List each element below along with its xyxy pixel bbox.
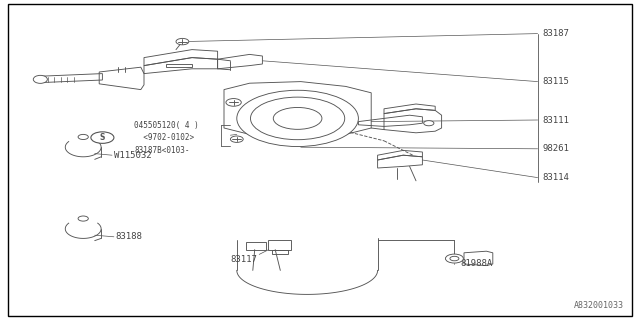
Text: 83114: 83114 — [543, 173, 570, 182]
Text: W115032: W115032 — [114, 151, 152, 160]
Circle shape — [230, 136, 243, 142]
Circle shape — [424, 121, 434, 126]
Ellipse shape — [250, 97, 345, 140]
Text: 045505120( 4 )
  <9702-0102>
83187B<0103-: 045505120( 4 ) <9702-0102> 83187B<0103- — [134, 121, 199, 155]
Text: 83115: 83115 — [543, 77, 570, 86]
Ellipse shape — [33, 76, 47, 84]
Circle shape — [445, 254, 463, 263]
Ellipse shape — [273, 108, 322, 129]
Circle shape — [78, 134, 88, 140]
Text: S: S — [100, 133, 105, 142]
Circle shape — [78, 216, 88, 221]
Ellipse shape — [237, 90, 358, 147]
Circle shape — [226, 99, 241, 106]
Circle shape — [91, 132, 114, 143]
Text: 83187: 83187 — [543, 29, 570, 38]
Text: 83111: 83111 — [543, 116, 570, 124]
Text: A832001033: A832001033 — [574, 301, 624, 310]
Circle shape — [176, 38, 189, 45]
Text: 83188: 83188 — [116, 232, 143, 241]
Text: 98261: 98261 — [543, 144, 570, 153]
Text: 81988A: 81988A — [461, 260, 493, 268]
Text: 83117: 83117 — [230, 255, 257, 264]
Circle shape — [450, 256, 459, 261]
